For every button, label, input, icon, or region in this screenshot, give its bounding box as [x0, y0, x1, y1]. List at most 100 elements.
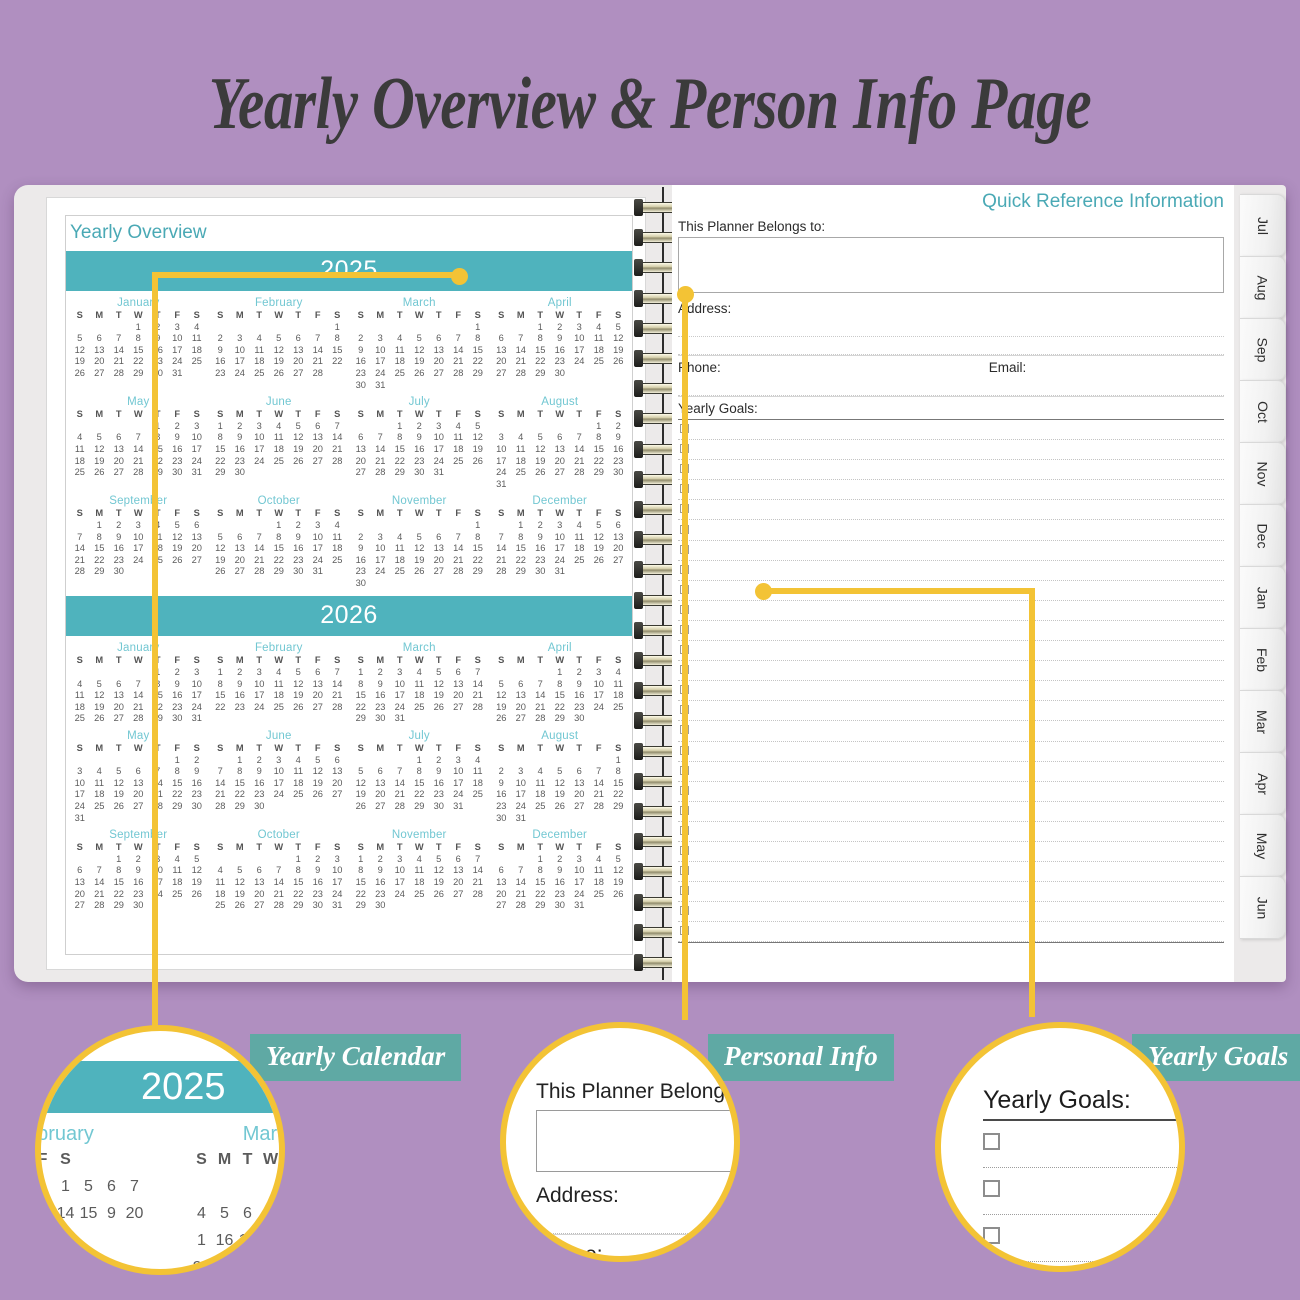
month-june-2026: June S M T W T F S 1 2 3 4 5 6 7 8 9 10 11 12 13 14 15 16 17 18 19…	[209, 729, 350, 828]
callout-goal-checkbox[interactable]	[983, 1133, 1000, 1150]
pointer-leg-personal	[682, 982, 688, 1020]
tab-jan[interactable]: Jan	[1240, 566, 1286, 629]
goal-row[interactable]	[678, 440, 1224, 461]
month-index-tabs: Jul Aug Sep Oct Nov Dec Jan Feb Mar Apr May Jun	[1236, 194, 1286, 939]
address-line-1[interactable]	[678, 319, 1224, 337]
tab-jul[interactable]: Jul	[1240, 194, 1286, 257]
month-april-2026: April S M T W T F S 1 2 3 4 5 6 7 8 9 10 11 12 13 14 15 16 17 18 1…	[490, 641, 631, 729]
goals-footer-rule	[678, 942, 1224, 944]
month-days: 1234567891011121314151617181920212223242…	[74, 420, 202, 478]
callout-goal-row	[983, 1168, 1179, 1215]
month-name: October	[257, 829, 300, 842]
callout-goals-label: Yearly Goals:	[983, 1086, 1131, 1114]
tab-apr[interactable]: Apr	[1240, 752, 1286, 815]
goal-row[interactable]	[678, 541, 1224, 561]
month-may-2025: MaySMTWTFS123456789101112131415161718192…	[68, 395, 209, 494]
tab-label: May	[1254, 832, 1271, 859]
pointer-line-goals-h	[763, 588, 1035, 594]
tab-feb[interactable]: Feb	[1240, 628, 1286, 691]
month-february-2025: February S M T W T F S 1 2 3 4 5 6 7 8 9 10 11 12 13 14 15 16 17…	[209, 296, 350, 395]
goal-row[interactable]	[678, 661, 1224, 682]
goal-row[interactable]	[678, 460, 1224, 481]
month-name: July	[408, 396, 430, 409]
goal-row[interactable]	[678, 681, 1224, 702]
goal-row[interactable]	[678, 500, 1224, 521]
tab-nov[interactable]: Nov	[1240, 442, 1286, 505]
tab-label: Dec	[1254, 523, 1271, 548]
month-october-2025: October S M T W T F S 1 2 3 4 5 6 7 8 9 10 11 12 13 14 15 16 17 1…	[209, 494, 350, 593]
goal-row[interactable]	[678, 520, 1224, 541]
goal-row[interactable]	[678, 882, 1224, 903]
goal-row[interactable]	[678, 862, 1224, 883]
years-container: 2025JanuarySMTWTFS1234567891011121314151…	[66, 251, 632, 919]
address-line-2[interactable]	[678, 337, 1224, 355]
callout-address-divider	[536, 1234, 734, 1235]
planner-book: Yearly Overview 2025JanuarySMTWTFS123456…	[14, 185, 1286, 982]
quick-reference-body: This Planner Belongs to: Address: Phone:…	[672, 215, 1234, 944]
tab-mar[interactable]: Mar	[1240, 690, 1286, 753]
goal-row[interactable]	[678, 902, 1224, 923]
month-january-2026: JanuarySMTWTFS12345678910111213141516171…	[68, 641, 209, 729]
tab-may[interactable]: May	[1240, 814, 1286, 877]
tab-aug[interactable]: Aug	[1240, 256, 1286, 319]
callout-banner-personal-info: Personal Info	[708, 1034, 894, 1081]
callout-owner-box[interactable]	[536, 1110, 734, 1172]
goal-row[interactable]	[678, 561, 1224, 581]
goal-row[interactable]	[678, 721, 1224, 742]
goal-row[interactable]	[678, 641, 1224, 662]
page-title: Yearly Overview & Person Info Page	[208, 63, 1092, 145]
month-name: April	[547, 642, 572, 655]
goal-row[interactable]	[678, 420, 1224, 441]
goal-row[interactable]	[678, 762, 1224, 782]
month-name: November	[391, 495, 447, 508]
month-name: August	[541, 730, 579, 743]
goal-row[interactable]	[678, 601, 1224, 621]
goal-row[interactable]	[678, 782, 1224, 802]
month-july-2025: July S M T W T F S 1 2 3 4 5 6 7 8 9 10 11 12 13 14 15 16 17 18 19…	[349, 395, 490, 494]
tab-label: Feb	[1254, 647, 1271, 672]
month-name: September	[109, 829, 168, 842]
goal-row[interactable]	[678, 822, 1224, 842]
goal-row[interactable]	[678, 701, 1224, 722]
tab-oct[interactable]: Oct	[1240, 380, 1286, 443]
tab-dec[interactable]: Dec	[1240, 504, 1286, 567]
callout-owner-label: This Planner Belongs to:	[536, 1080, 736, 1103]
goal-row[interactable]	[678, 842, 1224, 863]
phone-email-line[interactable]	[678, 378, 1224, 396]
goal-row[interactable]	[678, 621, 1224, 642]
month-days: 1234567891011121314151617181920212223242…	[74, 667, 202, 724]
callout-month-name-2: March	[242, 1123, 279, 1145]
callout-goal-checkbox[interactable]	[983, 1227, 1000, 1244]
tab-sep[interactable]: Sep	[1240, 318, 1286, 381]
goal-row[interactable]	[678, 802, 1224, 822]
tab-jun[interactable]: Jun	[1240, 876, 1286, 939]
month-march-2025: March S M T W T F S 1 2 3 4 5 6 7 8 9 10 11 12 13 14 15 16 17 18 1…	[349, 296, 490, 395]
goal-row[interactable]	[678, 742, 1224, 762]
year-bar-2026: 2026	[66, 596, 632, 637]
goal-row[interactable]	[678, 480, 1224, 501]
goal-row[interactable]	[678, 922, 1224, 943]
address-label: Address:	[678, 301, 732, 316]
callout-year-bar: 2025	[41, 1061, 279, 1113]
owner-input[interactable]	[678, 237, 1224, 293]
pointer-line-personal-v	[682, 291, 688, 982]
callout-goal-checkbox[interactable]	[983, 1180, 1000, 1197]
